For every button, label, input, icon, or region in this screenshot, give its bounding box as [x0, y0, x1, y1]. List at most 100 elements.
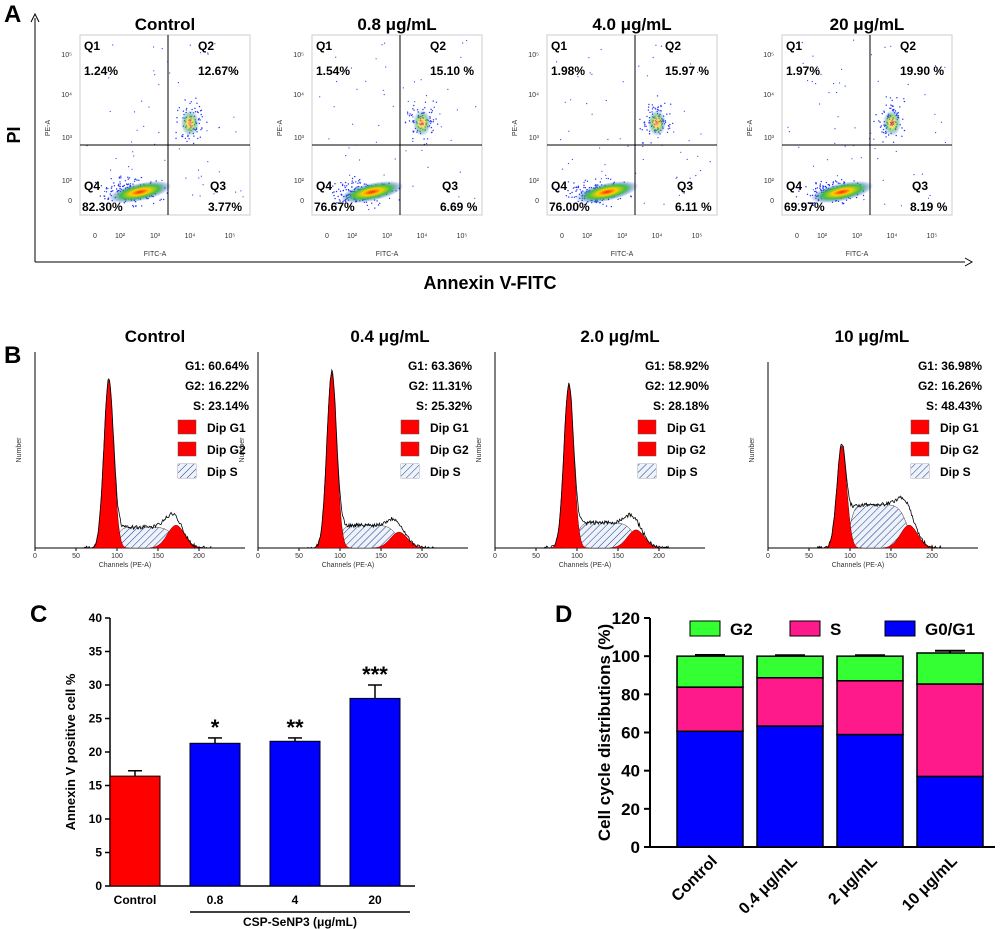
event-dot: [853, 39, 855, 41]
event-dot: [177, 109, 179, 112]
event-dot: [163, 198, 165, 201]
legend-label: Dip S: [207, 465, 238, 479]
event-dot: [627, 145, 629, 147]
event-dot: [132, 206, 135, 208]
event-dot: [680, 151, 682, 153]
event-dot: [839, 82, 841, 84]
event-dot: [619, 197, 622, 200]
quadrant-value: 1.54%: [316, 64, 350, 78]
event-dot: [196, 102, 198, 105]
quadrant-value: 6.11 %: [675, 200, 712, 214]
event-dot: [431, 110, 434, 112]
event-dot: [235, 191, 237, 193]
event-dot: [388, 197, 391, 200]
event-dot: [802, 62, 804, 64]
x-tick-label: 10⁵: [927, 233, 938, 240]
event-dot: [138, 179, 140, 181]
y-tick-label: 10²: [62, 178, 73, 185]
event-dot: [828, 184, 831, 187]
event-dot: [583, 184, 585, 186]
panel-letter: A: [4, 1, 21, 28]
bar-segment: [756, 725, 824, 848]
event-dot: [832, 181, 835, 183]
event-dot: [355, 181, 357, 183]
phase-stat: S: 25.32%: [416, 399, 472, 413]
event-dot: [187, 135, 189, 138]
quadrant-value: 8.19 %: [910, 200, 948, 214]
event-dot: [133, 111, 136, 113]
event-dot: [178, 107, 180, 109]
bar-segment: [916, 775, 984, 848]
event-dot: [569, 192, 571, 195]
plot-y-label: Number: [239, 437, 246, 463]
plot-y-label: Number: [16, 437, 23, 463]
event-dot: [185, 177, 187, 179]
event-dot: [407, 113, 409, 115]
event-dot: [652, 106, 654, 108]
event-dot: [433, 106, 435, 109]
quadrant-name: Q3: [912, 179, 928, 193]
event-dot: [666, 113, 668, 115]
phase-stat: G1: 36.98%: [918, 359, 982, 373]
quadrant-name: Q3: [677, 179, 693, 193]
plot-frame: [311, 34, 483, 216]
event-dot: [317, 42, 320, 45]
legend-label: Dip G1: [430, 421, 469, 435]
legend-swatch: [910, 441, 930, 457]
event-dot: [914, 189, 916, 191]
bar: [269, 740, 321, 887]
event-dot: [837, 116, 839, 118]
event-dot: [577, 185, 580, 187]
quadrant-name: Q2: [198, 39, 214, 53]
event-dot: [605, 99, 607, 102]
event-dot: [568, 196, 570, 198]
plot-y-label: PE-A: [747, 120, 754, 137]
event-dot: [344, 185, 346, 187]
event-dot: [188, 138, 190, 140]
x-tick-label: 2 μg/mL: [825, 853, 881, 909]
event-dot: [903, 98, 905, 100]
event-dot: [110, 187, 113, 189]
event-dot: [571, 158, 574, 161]
event-dot: [430, 108, 432, 111]
legend-swatch: [637, 441, 657, 457]
event-dot: [890, 45, 892, 47]
event-dot: [184, 137, 187, 140]
event-dot: [877, 158, 879, 160]
event-dot: [100, 185, 103, 187]
panel-letter: C: [30, 601, 47, 628]
legend-swatch: [789, 620, 821, 637]
legend-swatch: [911, 464, 929, 478]
event-dot: [136, 179, 138, 181]
event-dot: [385, 66, 387, 68]
event-dot: [336, 80, 338, 83]
x-tick-label: Control: [114, 893, 157, 907]
event-dot: [657, 106, 659, 108]
event-dot: [412, 140, 414, 142]
event-dot: [184, 99, 186, 101]
bar-segment: [916, 683, 984, 778]
plot-y-label: Number: [476, 437, 483, 463]
quadrant-name: Q4: [84, 179, 100, 193]
event-dot: [359, 178, 361, 181]
event-dot: [622, 81, 624, 83]
event-dot: [352, 123, 354, 125]
event-dot: [913, 174, 915, 176]
quadrant-name: Q2: [900, 39, 916, 53]
event-dot: [882, 141, 884, 143]
event-dot: [567, 189, 569, 192]
quadrant-value: 12.67%: [198, 64, 239, 78]
event-dot: [427, 166, 429, 168]
event-dot: [213, 193, 215, 195]
legend-swatch: [910, 419, 930, 435]
event-dot: [430, 121, 433, 123]
event-dot: [812, 204, 814, 207]
quadrant-value: 76.67%: [314, 200, 355, 214]
event-dot: [195, 97, 197, 99]
quadrant-value: 3.77%: [208, 200, 242, 214]
event-dot: [104, 190, 106, 192]
event-dot: [862, 194, 865, 197]
event-dot: [816, 187, 819, 189]
event-dot: [557, 187, 559, 189]
event-dot: [575, 190, 577, 192]
